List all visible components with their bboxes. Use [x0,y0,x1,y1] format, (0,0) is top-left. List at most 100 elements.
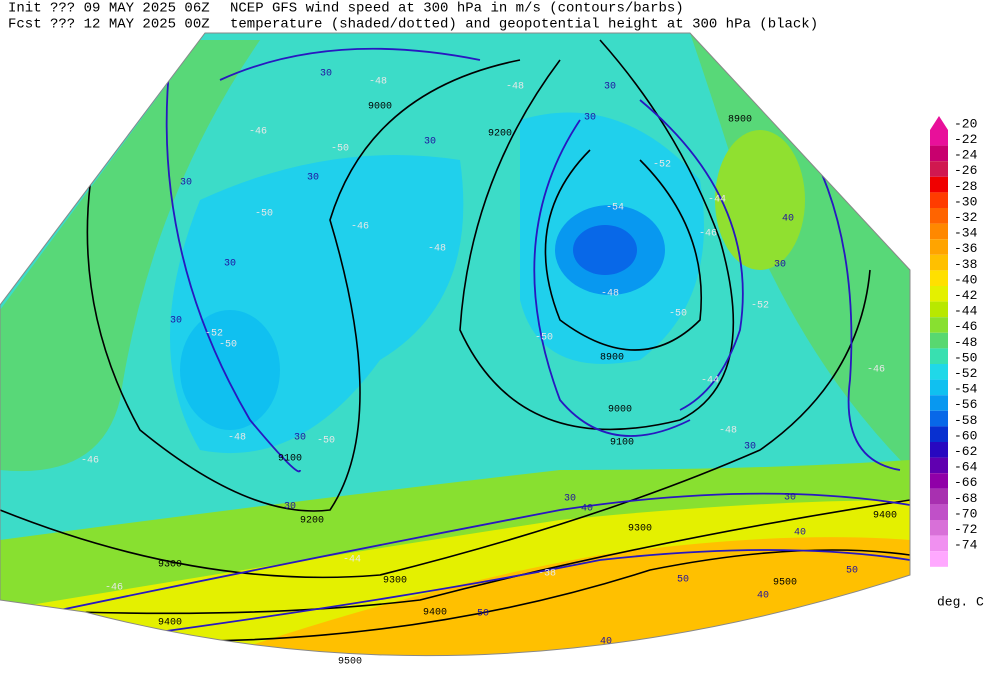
height-label: 9400 [873,511,897,522]
temp-label: -54 [606,203,624,214]
height-label: 9000 [368,102,392,113]
temp-label: -48 [506,82,524,93]
colorbar-swatch [930,161,948,177]
temp-label: -50 [219,340,237,351]
temp-label: -50 [255,209,273,220]
temp-label: -48 [428,244,446,255]
wind-label: 40 [757,591,769,602]
height-label: 9200 [488,129,512,140]
temp-label: -48 [369,77,387,88]
colorbar-swatch [930,535,948,552]
height-label: 9000 [608,405,632,416]
colorbar-swatch [930,473,948,489]
colorbar-swatch [930,130,948,146]
colorbar-label: -56 [954,397,977,412]
wind-label: 30 [784,493,796,504]
wind-label: 30 [320,69,332,80]
colorbar-label: -30 [954,194,977,209]
height-label: 9300 [158,560,182,571]
fcst-text: Fcst ??? 12 MAY 2025 00Z [8,17,210,33]
colorbar-label: -66 [954,475,977,490]
wind-label: 30 [307,173,319,184]
colorbar-swatch [930,364,948,380]
colorbar-swatch [930,457,948,474]
wind-label: 40 [782,214,794,225]
height-label: 9400 [158,618,182,629]
wind-label: 40 [794,528,806,539]
colorbar-swatch [930,348,948,364]
colorbar-swatch [930,395,948,411]
temp-label: -50 [669,309,687,320]
temp-label: -46 [249,127,267,138]
temp-label: -52 [205,329,223,340]
colorbar-label: -36 [954,241,977,256]
temp-label: -44 [708,195,726,206]
wind-label: 30 [424,137,436,148]
temp-label: -48 [719,426,737,437]
height-label: 9100 [278,454,302,465]
colorbar-label: -46 [954,319,977,334]
temp-label: -52 [653,160,671,171]
colorbar-label: -38 [954,257,977,272]
height-label: 9500 [773,578,797,589]
colorbar-label: -74 [954,538,978,553]
colorbar-label: -42 [954,288,977,303]
colorbar-swatch [930,504,948,520]
green-area [715,130,805,270]
colorbar-label: -50 [954,350,977,365]
wind-label: 30 [564,494,576,505]
colorbar-swatch [930,270,948,286]
temp-label: -46 [105,583,123,594]
height-label: 9400 [423,608,447,619]
temp-label: -44 [701,376,719,387]
colorbar-label: -70 [954,506,977,521]
temp-label: -46 [81,456,99,467]
colorbar-swatch [930,488,948,505]
map-labels: 9000 9200 8900 8900 9000 9100 9100 9200 9300 9300… [81,69,897,668]
height-label: 9500 [338,657,362,668]
cold-area [180,310,280,430]
colorbar-label: -68 [954,491,977,506]
height-label: 9200 [300,516,324,527]
colorbar-swatch [930,286,948,302]
colorbar-label: -24 [954,148,978,163]
colorbar-label: -62 [954,444,977,459]
colorbar-label: -44 [954,304,978,319]
colorbar-label: -64 [954,460,978,475]
wind-label: 30 [180,178,192,189]
colorbar-swatch [930,379,948,396]
colorbar-swatch [930,145,948,162]
init-text: Init ??? 09 MAY 2025 06Z [8,1,210,17]
temp-label: -50 [331,144,349,155]
cold-area [573,225,637,275]
wind-label: 50 [846,566,858,577]
colorbar-swatch [930,426,948,442]
colorbar-swatch [930,239,948,255]
height-label: 9300 [383,576,407,587]
wind-label: 50 [477,609,489,620]
temp-label: -50 [317,436,335,447]
colorbar-swatch [930,317,948,333]
temp-label: -46 [867,365,885,376]
colorbar-swatch [930,223,948,240]
height-contours [0,39,910,642]
temp-label: -46 [351,222,369,233]
temp-label: -46 [699,229,717,240]
wind-contours [59,47,910,641]
wind-label: 30 [170,316,182,327]
colorbar-label: -48 [954,335,977,350]
wind-label: 30 [584,113,596,124]
colorbar-label: -20 [954,116,977,131]
temp-label: -50 [535,333,553,344]
height-label: 8900 [728,115,752,126]
wind-label: 50 [677,575,689,586]
colorbar-arrow [930,116,948,130]
colorbar-swatch [930,551,948,567]
colorbar-label: -40 [954,272,977,287]
map-border [0,32,911,657]
colorbar-swatch [930,520,948,536]
temp-label: -48 [228,433,246,444]
colorbar-swatch [930,410,948,427]
colorbar-label: -58 [954,413,977,428]
